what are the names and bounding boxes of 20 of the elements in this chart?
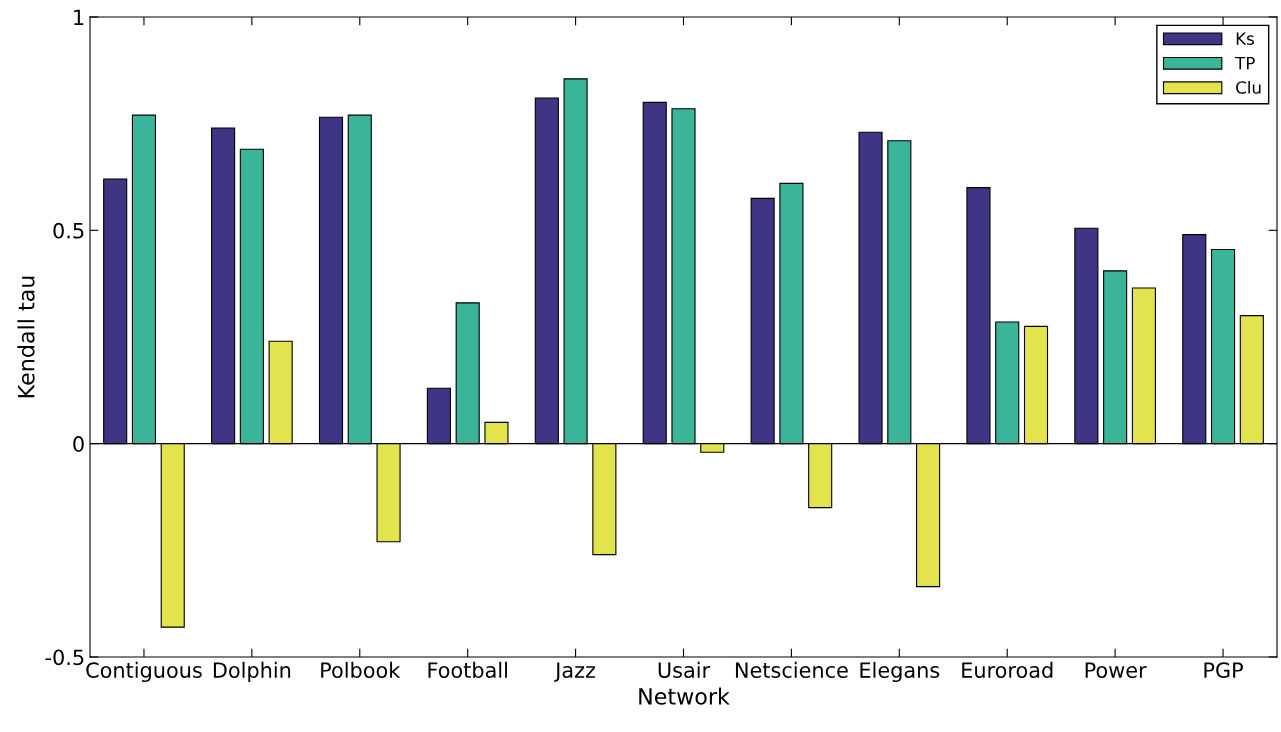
- legend-label: Clu: [1236, 80, 1261, 94]
- y-tick-label: -0.5: [45, 649, 84, 666]
- x-tick-label: Elegans: [860, 661, 940, 683]
- y-tick-label: 1: [74, 9, 84, 25]
- legend-label: Ks: [1236, 32, 1254, 45]
- y-tick-label: 0.5: [53, 222, 84, 239]
- x-tick-label: Jazz: [554, 662, 596, 682]
- x-tick-label: Netscience: [735, 661, 848, 678]
- x-tick-label: Dolphin: [213, 661, 291, 683]
- y-tick-label: 0: [73, 436, 84, 452]
- x-tick-label: Power: [1085, 662, 1147, 678]
- x-tick-label: Contiguous: [86, 661, 202, 683]
- x-tick-label: Polbook: [321, 661, 401, 678]
- x-tick-label: Euroroad: [962, 661, 1053, 678]
- x-axis-title: Network: [639, 687, 730, 705]
- y-axis-title: Kendall tau: [17, 276, 35, 398]
- x-tick-label: Usair: [658, 661, 711, 678]
- legend-label: TP: [1235, 56, 1255, 70]
- x-tick-label: PGP: [1204, 662, 1243, 678]
- x-tick-label: Football: [428, 661, 507, 678]
